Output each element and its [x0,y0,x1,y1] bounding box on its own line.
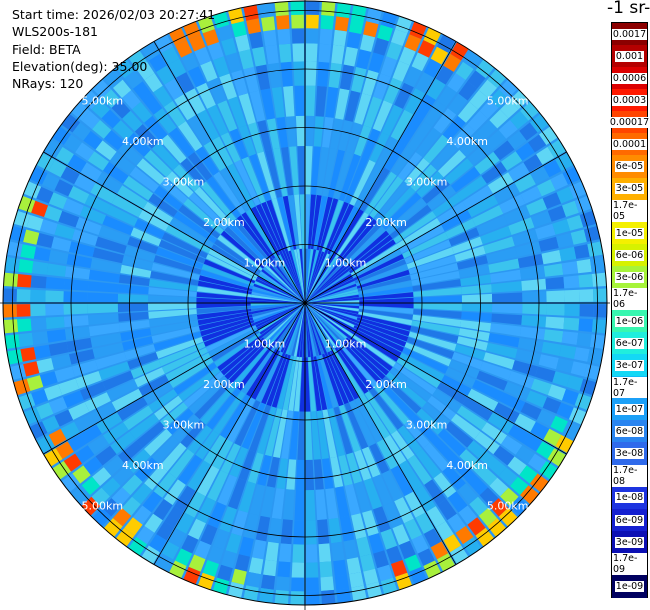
colorbar-tick: 1.7e-09 [612,552,647,576]
colorbar-tick-label: 0.0001 [611,139,648,151]
colorbar-tick: 1e-06 [612,310,647,333]
colorbar-tick: 6e-07 [612,332,647,355]
colorbar-tick-label: 0.0017 [611,28,648,40]
colorbar-tick-label: 1e-07 [614,404,645,416]
colorbar-tick: 6e-09 [612,508,647,532]
colorbar-tick: 0.0003 [611,89,648,112]
range-ring-label: 3.00km [406,175,448,188]
colorbar-tick-label: 0.00017 [608,117,650,129]
colorbar-tick: 3e-09 [612,530,647,554]
colorbar-tick-label: 1e-08 [614,492,645,504]
instrument-text: WLS200s-181 [12,24,98,40]
range-ring-label: 3.00km [163,175,205,188]
range-ring-label: 1.00km [325,338,367,351]
range-ring-label: 3.00km [163,419,205,432]
range-ring-label: 4.00km [122,459,164,472]
colorbar: 0.0017 0.001 0.0006 0.0003 0.00017 0.0001 6e-0… [608,22,650,598]
colorbar-tick-label: 1.7e-06 [612,288,647,311]
colorbar-tick: 1e-09 [612,574,647,598]
colorbar-tick: 0.0006 [611,67,648,90]
range-ring-label: 1.00km [325,256,367,269]
colorbar-tick-label: 3e-07 [614,359,645,371]
range-ring-label: 3.00km [406,419,448,432]
scan-info: Start time: 2026/02/03 20:27:41 WLS200s-… [12,6,215,92]
range-ring-label: 2.00km [203,378,245,391]
colorbar-tick: 1.7e-05 [612,199,647,223]
colorbar-tick: 1e-08 [612,486,647,510]
colorbar-tick: 0.00017 [608,111,650,134]
range-ring-label: 2.00km [365,378,407,391]
range-ring-label: 5.00km [82,500,124,513]
colorbar-tick: 1.7e-08 [612,464,647,488]
colorbar-tick-label: 1.7e-07 [612,376,647,399]
colorbar-unit-label: -1 sr- [607,0,650,18]
colorbar-tick: 1e-05 [612,221,647,245]
colorbar-tick: 3e-08 [612,442,647,466]
range-ring-label: 5.00km [82,94,124,107]
lidar-ppi-plot: 1.00km 1.00km 1.00km 1.00km 2.00km 2.00km 2.00… [0,0,610,610]
colorbar-tick-label: 6e-09 [614,514,645,526]
colorbar-tick: 3e-06 [612,265,647,289]
colorbar-tick: 3e-05 [612,177,647,201]
colorbar-tick-label: 3e-08 [614,448,645,460]
colorbar-tick: 3e-07 [612,354,647,377]
colorbar-tick-label: 6e-08 [614,426,645,438]
colorbar-tick: 1e-07 [612,398,647,421]
colorbar-tick-label: 6e-05 [614,161,645,173]
colorbar-tick: 0.001 [612,45,647,68]
colorbar-tick-label: 1.7e-05 [612,199,647,222]
start-time-text: Start time: 2026/02/03 20:27:41 [12,7,216,22]
colorbar-tick: 6e-08 [612,420,647,444]
colorbar-tick: 6e-06 [612,243,647,267]
colorbar-tick-label: 6e-06 [614,249,645,261]
colorbar-tick-label: 1.7e-09 [612,553,647,576]
range-ring-label: 1.00km [244,256,286,269]
range-ring-label: 2.00km [365,216,407,229]
range-ring-label: 5.00km [487,500,529,513]
nrays-text: NRays: 120 [12,76,84,92]
colorbar-tick: 0.0017 [611,23,648,46]
colorbar-tick-label: 3e-05 [614,183,645,195]
range-ring-label: 4.00km [122,135,164,148]
range-ring-label: 1.00km [244,338,286,351]
colorbar-tick-label: 0.0006 [611,72,648,84]
colorbar-tick-label: 1e-05 [614,227,645,239]
colorbar-tick-label: 0.0003 [611,95,648,107]
colorbar-tick: 1.7e-06 [612,287,647,311]
colorbar-tick: 1.7e-07 [612,376,647,399]
colorbar-tick-label: 3e-06 [614,271,645,283]
elevation-text: Elevation(deg): 35.00 [12,58,148,74]
colorbar-tick-label: 1e-06 [614,315,645,327]
colorbar-tick-label: 1.7e-08 [612,464,647,487]
colorbar-tick-label: 1e-09 [614,580,645,592]
range-ring-label: 4.00km [446,135,488,148]
range-ring-label: 2.00km [203,216,245,229]
colorbar-tick: 0.0001 [611,133,648,157]
colorbar-tick-label: 0.001 [614,50,645,62]
range-ring-label: 4.00km [446,459,488,472]
colorbar-tick-label: 3e-09 [614,536,645,548]
range-ring-label: 5.00km [487,94,529,107]
field-text: Field: BETA [12,41,81,57]
colorbar-tick-label: 6e-07 [614,337,645,349]
colorbar-tick: 6e-05 [612,155,647,179]
